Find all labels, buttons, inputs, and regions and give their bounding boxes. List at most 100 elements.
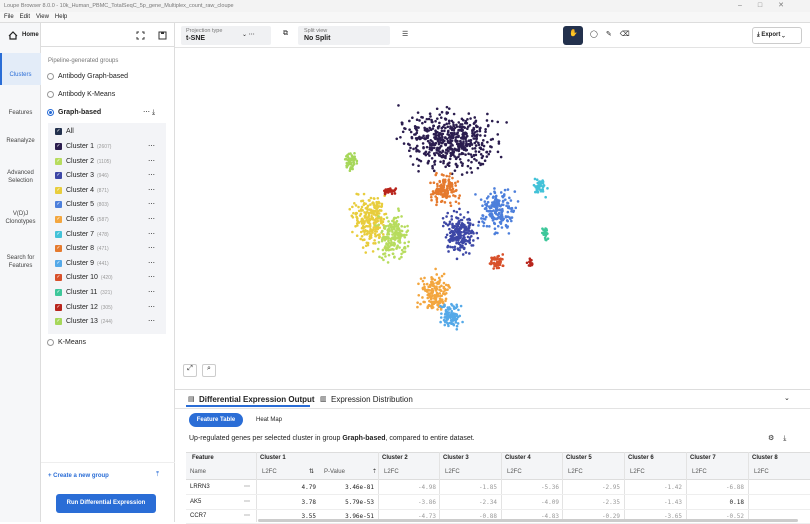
column-group[interactable]: Cluster 4: [505, 455, 531, 461]
cluster-row[interactable]: Cluster 3 (946): [66, 172, 109, 179]
gene-name[interactable]: CCR7: [190, 513, 207, 519]
cluster-menu[interactable]: ⋯: [148, 172, 155, 180]
layers-icon[interactable]: ⧉: [283, 30, 288, 37]
cluster-menu[interactable]: ⋯: [148, 201, 155, 209]
export-button[interactable]: [752, 27, 802, 44]
column-group[interactable]: Cluster 6: [628, 455, 654, 461]
group-option[interactable]: Antibody K-Means: [58, 91, 116, 98]
column-header[interactable]: L2FC: [262, 469, 277, 475]
cluster-row[interactable]: Cluster 4 (871): [66, 187, 109, 194]
cluster-menu[interactable]: ⋯: [148, 245, 155, 253]
cluster-row[interactable]: Cluster 11 (321): [66, 289, 112, 296]
column-group[interactable]: Cluster 3: [443, 455, 469, 461]
cluster-row[interactable]: Cluster 1 (2607): [66, 143, 111, 150]
checkbox[interactable]: ✓: [55, 259, 62, 267]
column-group[interactable]: Cluster 5: [566, 455, 592, 461]
cluster-menu[interactable]: ⋯: [148, 216, 155, 223]
run-button[interactable]: Run Differential Expression: [56, 494, 156, 513]
cluster-row[interactable]: Cluster 12 (305): [66, 304, 113, 311]
fit-button[interactable]: ⤢: [183, 364, 197, 377]
create-group[interactable]: + Create a new group: [48, 473, 109, 479]
nav-label[interactable]: Advanced Selection: [7, 170, 34, 184]
cluster-menu[interactable]: ⋯: [148, 259, 155, 267]
cluster-row[interactable]: Cluster 2 (1105): [66, 158, 111, 165]
menu-item[interactable]: File: [4, 14, 14, 20]
radio[interactable]: [47, 339, 54, 346]
nav-label[interactable]: Search for Features: [6, 255, 35, 269]
radio[interactable]: [47, 109, 54, 116]
row-menu[interactable]: ⋯: [244, 498, 250, 505]
panel-icons[interactable]: [136, 31, 170, 40]
checkbox[interactable]: ✓: [55, 245, 62, 253]
cluster-menu[interactable]: ⋯: [148, 186, 155, 194]
group-option[interactable]: Antibody Graph-based: [58, 73, 129, 80]
tsne-plot[interactable]: [175, 48, 810, 388]
menu-item[interactable]: Edit: [19, 14, 31, 20]
nav-label[interactable]: Features: [8, 110, 33, 116]
all-label[interactable]: All: [66, 128, 74, 135]
cluster-row[interactable]: Cluster 5 (803): [66, 201, 109, 208]
row-menu[interactable]: ⋯: [244, 513, 250, 519]
cluster-menu[interactable]: ⋯: [148, 289, 155, 296]
gene-name[interactable]: AK5: [190, 498, 202, 505]
column-header[interactable]: L2FC: [445, 469, 460, 475]
group-option[interactable]: K-Means: [58, 339, 87, 346]
sort-icons[interactable]: ⇅⇡: [309, 469, 436, 475]
cluster-menu[interactable]: ⋯: [148, 143, 155, 150]
cluster-menu[interactable]: ⋯: [148, 230, 155, 238]
nav-label[interactable]: Clusters: [9, 72, 32, 78]
checkbox[interactable]: ✓: [55, 143, 62, 150]
checkbox[interactable]: ✓: [55, 303, 62, 311]
column-header[interactable]: L2FC: [507, 469, 522, 475]
column-header[interactable]: L2FC: [692, 469, 707, 475]
table-actions[interactable]: ⚙⤓: [768, 435, 796, 442]
gene-name[interactable]: LRRN3: [190, 484, 210, 490]
column-header[interactable]: L2FC: [754, 469, 769, 475]
column-group[interactable]: Cluster 1: [260, 455, 286, 461]
cluster-row[interactable]: Cluster 8 (471): [66, 245, 109, 252]
nav-label[interactable]: V(D)J Clonotypes: [5, 211, 36, 225]
checkbox[interactable]: ✓: [55, 201, 62, 209]
heat-map-button[interactable]: Heat Map: [255, 417, 282, 423]
group-option[interactable]: Graph-based: [58, 109, 102, 116]
upload-icon[interactable]: ⤒: [156, 471, 160, 478]
column-group[interactable]: Cluster 2: [382, 455, 408, 461]
radio[interactable]: [47, 91, 54, 98]
radio[interactable]: [47, 73, 54, 80]
tab-dist[interactable]: Expression Distribution: [331, 395, 413, 404]
checkbox[interactable]: ✓: [55, 274, 62, 282]
cluster-menu[interactable]: ⋯: [148, 157, 155, 165]
group-menu[interactable]: ⋯ ⤓: [143, 109, 156, 116]
home-label[interactable]: Home: [22, 32, 39, 38]
column-header[interactable]: L2FC: [384, 469, 399, 475]
column-header[interactable]: P-Value: [324, 469, 345, 475]
nav-label[interactable]: Reanalyze: [6, 138, 35, 144]
checkbox[interactable]: ✓: [55, 216, 62, 223]
cluster-menu[interactable]: ⋯: [148, 318, 155, 326]
settings-icon[interactable]: ☰: [402, 31, 409, 38]
cluster-row[interactable]: Cluster 9 (441): [66, 260, 109, 267]
column-header[interactable]: L2FC: [630, 469, 645, 475]
column-header[interactable]: L2FC: [568, 469, 583, 475]
split-select[interactable]: [298, 26, 390, 45]
cluster-row[interactable]: Cluster 10 (420): [66, 274, 113, 281]
cluster-row[interactable]: Cluster 13 (244): [66, 318, 113, 325]
checkbox[interactable]: ✓: [55, 172, 62, 180]
cluster-row[interactable]: Cluster 6 (587): [66, 216, 109, 223]
zoom-button[interactable]: ⌕: [202, 364, 216, 377]
column-group[interactable]: Cluster 8: [752, 455, 778, 461]
tools[interactable]: ◯✎⌫: [590, 31, 638, 38]
checkbox[interactable]: ✓: [55, 128, 62, 135]
checkbox[interactable]: ✓: [55, 318, 62, 326]
menu-item[interactable]: View: [36, 14, 49, 20]
column-group[interactable]: Feature: [192, 455, 214, 461]
cluster-row[interactable]: Cluster 7 (478): [66, 231, 109, 238]
column-group[interactable]: Cluster 7: [690, 455, 716, 461]
menu-item[interactable]: Help: [54, 14, 68, 20]
projection-select[interactable]: [181, 26, 271, 45]
tab-de[interactable]: Differential Expression Output: [199, 395, 315, 404]
feature-table-button[interactable]: Feature Table: [189, 413, 243, 427]
checkbox[interactable]: ✓: [55, 186, 62, 194]
row-menu[interactable]: ⋯: [244, 484, 250, 490]
cluster-menu[interactable]: ⋯: [148, 303, 155, 311]
